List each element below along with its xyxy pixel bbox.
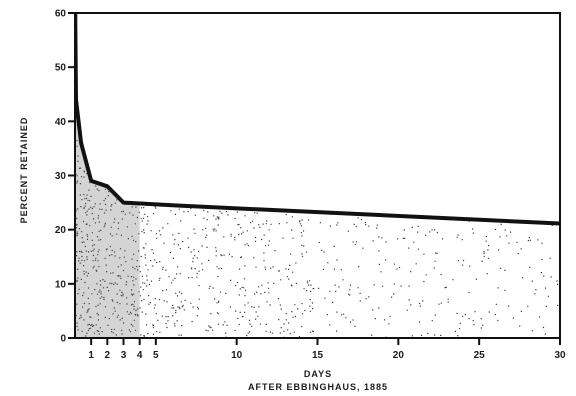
- retention-curve-layer: [75, 13, 560, 226]
- x-tick-label: 25: [474, 350, 486, 361]
- y-axis-label: PERCENT RETAINED: [19, 117, 29, 224]
- x-tick-label: 3: [121, 350, 127, 361]
- x-tick-label: 20: [393, 350, 405, 361]
- x-tick-label: 5: [153, 350, 159, 361]
- x-axis-ticks: 1 2 3 4 5 10 15 20 25 30: [88, 338, 566, 361]
- y-tick-label: 50: [55, 63, 67, 74]
- y-tick-label: 40: [55, 117, 67, 128]
- x-tick-label: 15: [312, 350, 324, 361]
- y-tick-label: 20: [55, 225, 67, 236]
- y-tick-label: 60: [55, 9, 67, 20]
- y-tick-label: 30: [55, 171, 67, 182]
- y-axis-ticks: 0 10 20 30 40 50 60: [55, 9, 75, 345]
- retention-area-fill: [75, 13, 560, 338]
- x-tick-label: 2: [105, 350, 111, 361]
- y-tick-label: 10: [55, 279, 67, 290]
- plot-frame: [74, 12, 561, 339]
- stipple-dots: [75, 13, 560, 338]
- x-tick-label: 1: [88, 350, 94, 361]
- x-tick-label: 4: [137, 350, 143, 361]
- x-tick-label: 30: [554, 350, 566, 361]
- x-tick-label: 10: [231, 350, 243, 361]
- y-tick-label: 0: [60, 334, 66, 345]
- x-axis-label: DAYS: [304, 369, 332, 379]
- source-caption: AFTER EBBINGHAUS, 1885: [248, 382, 388, 392]
- retention-curve: [75, 13, 560, 226]
